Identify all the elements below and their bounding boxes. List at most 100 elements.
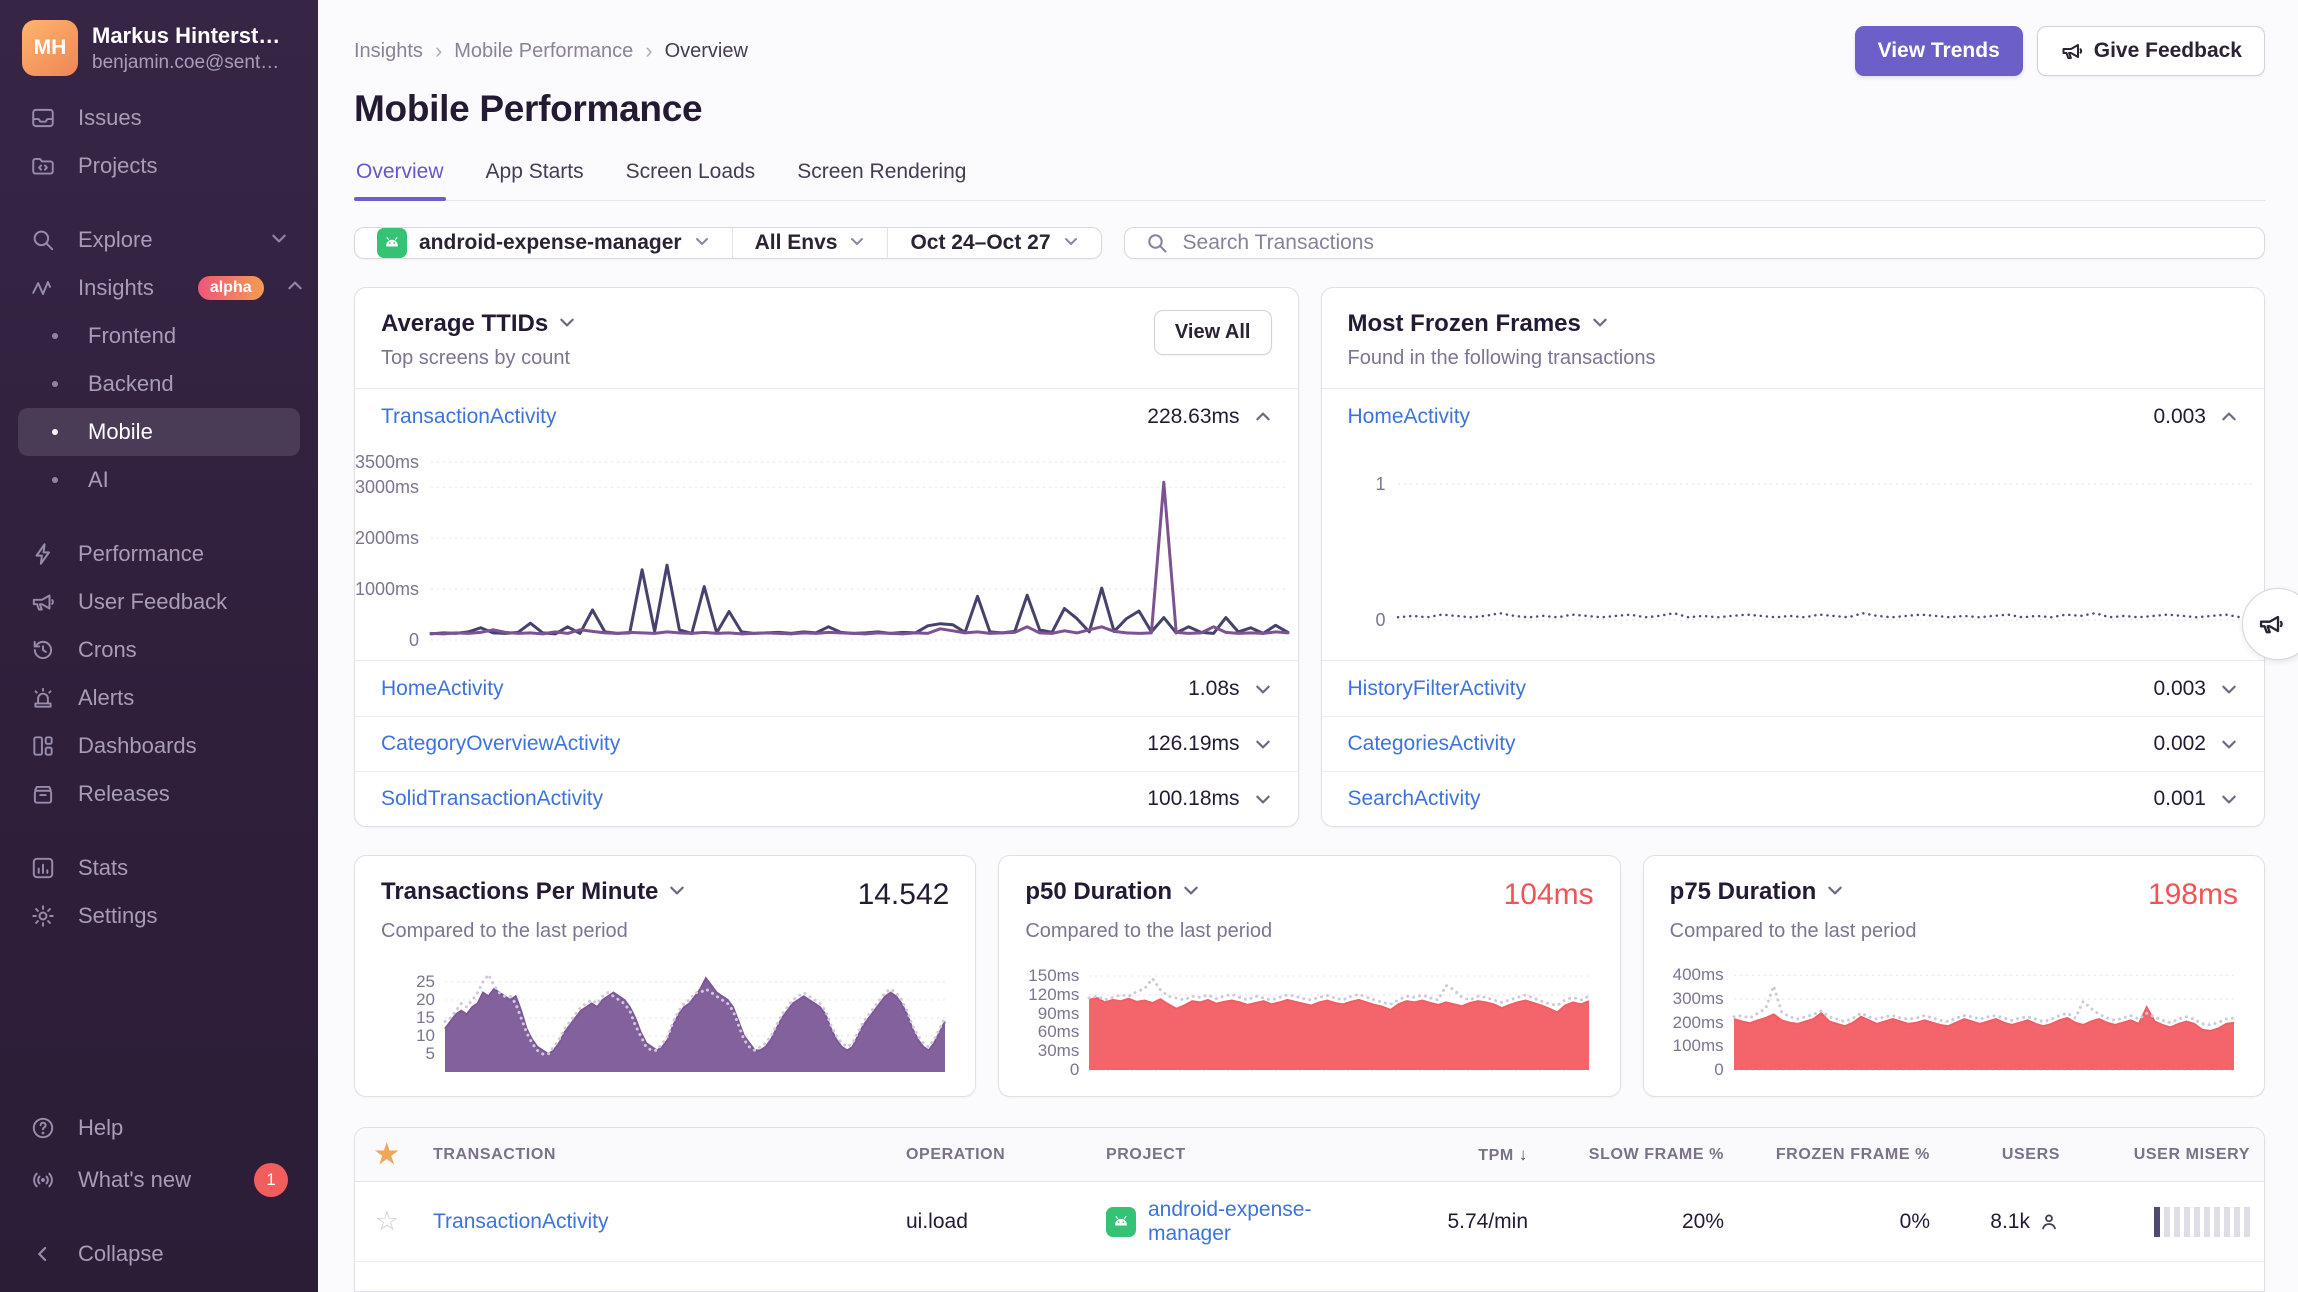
chevron-down-icon[interactable] <box>2220 790 2238 808</box>
frozen-row: SearchActivity 0.001 <box>1321 771 2264 826</box>
chevron-down-icon[interactable] <box>1254 735 1272 753</box>
table-header-row: ★ Transaction Operation Project TPM ↓ Sl… <box>355 1128 2264 1182</box>
tab-screen-loads[interactable]: Screen Loads <box>625 160 756 183</box>
tab-screen-rendering[interactable]: Screen Rendering <box>797 160 967 183</box>
most-frozen-frames-title-dropdown[interactable]: Most Frozen Frames <box>1348 310 1656 338</box>
transaction-link[interactable]: TransactionActivity <box>381 404 557 428</box>
breadcrumb-mobile-performance[interactable]: Mobile Performance <box>454 39 634 62</box>
chevron-down-icon <box>668 878 686 906</box>
sidebar-item-dashboards[interactable]: Dashboards <box>18 722 300 770</box>
clock-history-icon <box>30 637 56 663</box>
average-ttids-title-dropdown[interactable]: Average TTIDs <box>381 310 576 338</box>
project-selector[interactable]: android-expense-manager <box>355 228 732 258</box>
transaction-link[interactable]: HistoryFilterActivity <box>1347 676 1527 700</box>
col-tpm[interactable]: TPM ↓ <box>1478 1144 1528 1164</box>
user-email: benjamin.coe@sent… <box>92 51 280 73</box>
sidebar-item-mobile[interactable]: Mobile <box>18 408 300 456</box>
sidebar-item-releases[interactable]: Releases <box>18 770 300 818</box>
sidebar-item-ai[interactable]: AI <box>18 456 300 504</box>
user-misery-cell <box>2074 1182 2264 1261</box>
search-transactions-input[interactable] <box>1182 231 2244 255</box>
ttids-row: CategoryOverviewActivity 126.19ms <box>355 716 1298 771</box>
project-selector-label: android-expense-manager <box>419 231 682 254</box>
tpm-subtitle: Compared to the last period <box>381 920 628 942</box>
tabs: Overview App Starts Screen Loads Screen … <box>354 158 2265 201</box>
sidebar-collapse-button[interactable]: Collapse <box>18 1230 300 1278</box>
chevron-down-icon[interactable] <box>1254 790 1272 808</box>
broadcast-icon <box>30 1167 56 1193</box>
sidebar-item-whats-new[interactable]: What's new 1 <box>18 1152 300 1208</box>
project-link[interactable]: android-expense-manager <box>1148 1197 1312 1245</box>
bullet-icon <box>52 381 58 387</box>
chevron-up-icon <box>286 275 304 301</box>
ttids-row: SolidTransactionActivity 100.18ms <box>355 771 1298 826</box>
sidebar-item-insights[interactable]: Insights alpha <box>18 264 302 312</box>
chevron-down-icon[interactable] <box>2220 735 2238 753</box>
search-transactions-box[interactable] <box>1123 227 2265 259</box>
transaction-link[interactable]: TransactionActivity <box>433 1209 609 1233</box>
frozen-value: 0.001 <box>2153 787 2206 810</box>
view-trends-button[interactable]: View Trends <box>1854 26 2023 76</box>
sidebar-item-backend[interactable]: Backend <box>18 360 300 408</box>
sidebar-item-crons[interactable]: Crons <box>18 626 300 674</box>
col-user-misery[interactable]: User Misery <box>2133 1145 2250 1163</box>
sidebar-item-explore[interactable]: Explore <box>18 216 300 264</box>
p50-title-dropdown[interactable]: p50 Duration <box>1025 878 1200 906</box>
p75-title-dropdown[interactable]: p75 Duration <box>1670 878 1845 906</box>
chevron-down-icon[interactable] <box>2220 680 2238 698</box>
star-outline-icon[interactable]: ☆ <box>374 1206 400 1236</box>
megaphone-icon <box>2257 610 2298 638</box>
org-user-dropdown[interactable]: MH Markus Hinterst… benjamin.coe@sent… <box>18 20 300 94</box>
col-users[interactable]: Users <box>2001 1145 2060 1163</box>
col-project[interactable]: Project <box>1106 1145 1186 1163</box>
transaction-link[interactable]: SearchActivity <box>1347 787 1481 810</box>
chevron-up-icon[interactable] <box>2220 408 2238 426</box>
misery-bar <box>2244 1206 2250 1237</box>
stats-icon <box>30 855 56 881</box>
ttids-y-axis: 3500ms 3000ms 2000ms 1000ms 0 <box>354 452 419 650</box>
breadcrumb-insights[interactable]: Insights <box>354 39 423 62</box>
chevron-down-icon[interactable] <box>1254 680 1272 698</box>
misery-bar <box>2204 1206 2210 1237</box>
sidebar-item-frontend[interactable]: Frontend <box>18 312 300 360</box>
p50-chart: 150ms 120ms 90ms 60ms 30ms 0 <box>1025 953 1593 1082</box>
col-slow-frame[interactable]: Slow Frame % <box>1588 1145 1724 1163</box>
sidebar-item-label: Releases <box>78 781 170 806</box>
transaction-link[interactable]: CategoriesActivity <box>1347 732 1516 755</box>
sidebar-item-issues[interactable]: Issues <box>18 94 300 142</box>
sidebar-item-settings[interactable]: Settings <box>18 892 300 940</box>
transaction-link[interactable]: HomeActivity <box>1347 404 1471 428</box>
sidebar-item-performance[interactable]: Performance <box>18 530 300 578</box>
dashboards-icon <box>30 733 56 759</box>
sidebar-item-help[interactable]: Help <box>18 1104 300 1152</box>
sidebar-item-projects[interactable]: Projects <box>18 142 300 190</box>
favorite-column-header[interactable]: ★ <box>355 1141 419 1168</box>
frozen-value: 0.003 <box>2153 676 2206 700</box>
tab-app-starts[interactable]: App Starts <box>485 160 584 183</box>
environment-selector-label: All Envs <box>754 231 838 254</box>
col-frozen-frame[interactable]: Frozen Frame % <box>1775 1145 1930 1163</box>
col-transaction[interactable]: Transaction <box>433 1145 557 1163</box>
sidebar-item-user-feedback[interactable]: User Feedback <box>18 578 300 626</box>
date-range-selector[interactable]: Oct 24–Oct 27 <box>887 228 1100 258</box>
sidebar-item-alerts[interactable]: Alerts <box>18 674 300 722</box>
give-feedback-button[interactable]: Give Feedback <box>2036 26 2265 76</box>
transaction-link[interactable]: CategoryOverviewActivity <box>381 732 621 755</box>
view-all-button[interactable]: View All <box>1153 310 1272 355</box>
sidebar-nav: Issues Projects Explore Insights alpha <box>18 94 302 940</box>
transaction-link[interactable]: HomeActivity <box>381 676 504 700</box>
p75-chart: 400ms 300ms 200ms 100ms 0 <box>1670 953 2238 1082</box>
megaphone-icon <box>2060 39 2084 63</box>
page-title: Mobile Performance <box>354 88 703 129</box>
environment-selector[interactable]: All Envs <box>731 228 888 258</box>
transaction-link[interactable]: SolidTransactionActivity <box>381 787 604 810</box>
tab-overview[interactable]: Overview <box>354 158 446 201</box>
sidebar-item-stats[interactable]: Stats <box>18 844 300 892</box>
col-operation[interactable]: Operation <box>906 1145 1006 1163</box>
project-cell: android-expense-manager <box>1092 1198 1392 1246</box>
tpm-title-dropdown[interactable]: Transactions Per Minute <box>381 878 686 906</box>
chevron-up-icon[interactable] <box>1254 408 1272 426</box>
